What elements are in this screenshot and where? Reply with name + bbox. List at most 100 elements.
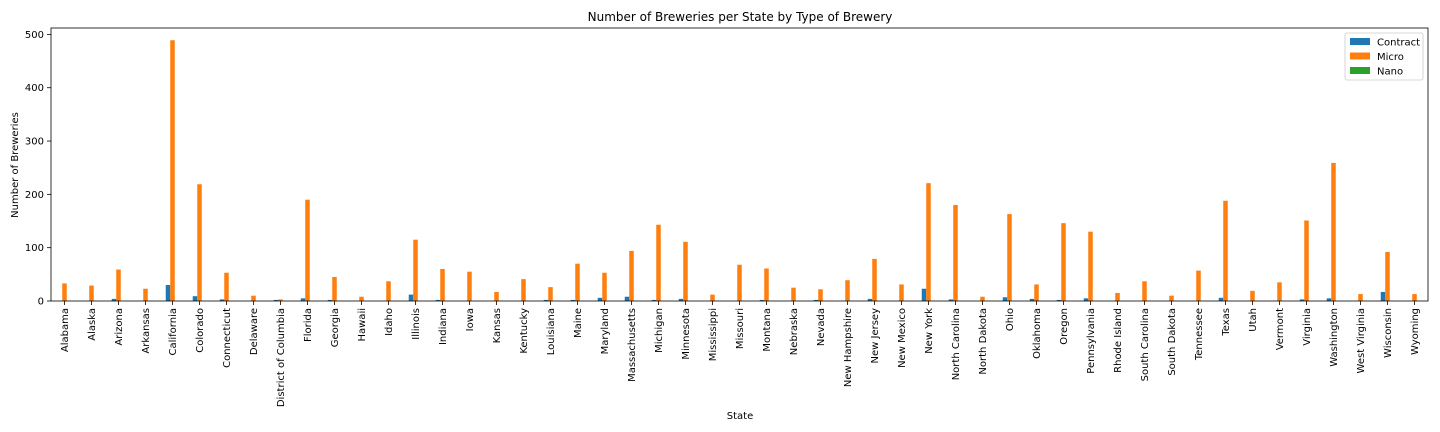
x-tick-label: Wyoming	[1410, 308, 1421, 355]
x-tick-label: New Hampshire	[843, 308, 854, 387]
bar-micro-alaska	[89, 285, 94, 301]
y-axis-label: Number of Breweries	[10, 112, 21, 218]
bar-micro-idaho	[386, 281, 391, 301]
bar-micro-illinois	[413, 239, 418, 301]
bar-micro-washington	[1331, 162, 1336, 301]
x-tick-label: Louisiana	[546, 308, 557, 355]
x-tick-label: Nevada	[816, 308, 827, 346]
bar-micro-new-hampshire	[845, 280, 850, 301]
x-tick-label: Washington	[1329, 308, 1340, 367]
legend-swatch-contract	[1350, 38, 1370, 45]
x-tick-label: Vermont	[1275, 308, 1286, 350]
x-tick-label: Oregon	[1059, 308, 1070, 345]
bar-micro-maryland	[602, 272, 607, 301]
x-tick-label: Florida	[303, 308, 314, 342]
bar-micro-missouri	[737, 264, 742, 301]
bar-micro-arizona	[116, 269, 121, 301]
x-tick-label: Indiana	[438, 308, 449, 345]
x-tick-label: New York	[924, 308, 935, 354]
bar-micro-montana	[764, 268, 769, 301]
x-tick-label: Alaska	[87, 308, 98, 341]
y-tick-label: 200	[25, 190, 44, 201]
x-tick-label: Delaware	[249, 308, 260, 355]
x-tick-label: West Virginia	[1356, 308, 1367, 373]
bar-contract-louisiana	[543, 299, 549, 301]
x-tick-label: South Carolina	[1140, 308, 1151, 381]
bar-micro-iowa	[467, 271, 472, 301]
bar-contract-minnesota	[678, 298, 684, 301]
bar-contract-montana	[759, 299, 765, 301]
legend-label-contract: Contract	[1377, 38, 1420, 49]
x-tick-label: Illinois	[411, 308, 422, 340]
x-tick-label: Massachusetts	[627, 308, 638, 382]
x-tick-label: North Carolina	[951, 308, 962, 380]
bar-micro-new-mexico	[899, 284, 904, 301]
x-tick-label: District of Columbia	[276, 308, 287, 407]
x-tick-label: Mississippi	[708, 308, 719, 361]
x-tick-label: Montana	[762, 308, 773, 352]
x-tick-label: Kentucky	[519, 308, 530, 354]
bar-micro-nevada	[818, 289, 823, 301]
x-tick-label: Wisconsin	[1383, 308, 1394, 358]
x-tick-label: Arizona	[114, 308, 125, 346]
x-tick-label: South Dakota	[1167, 308, 1178, 376]
bar-micro-oregon	[1061, 223, 1066, 301]
plot-frame	[50, 27, 1429, 302]
x-tick-label: Colorado	[195, 308, 206, 353]
y-tick-label: 500	[25, 30, 44, 41]
bar-micro-oklahoma	[1034, 284, 1039, 301]
bar-micro-hawaii	[359, 296, 364, 301]
bar-micro-rhode-island	[1115, 293, 1120, 301]
bar-contract-oklahoma	[1029, 298, 1035, 301]
x-tick-label: North Dakota	[978, 308, 989, 375]
bar-micro-south-carolina	[1142, 281, 1147, 301]
bar-micro-maine	[575, 263, 580, 301]
bar-micro-ohio	[1007, 214, 1012, 301]
bar-micro-indiana	[440, 269, 445, 301]
bar-micro-alabama	[62, 283, 67, 301]
x-tick-label: Missouri	[735, 308, 746, 349]
bar-micro-louisiana	[548, 287, 553, 301]
x-tick-label: Maryland	[600, 308, 611, 354]
x-tick-label: New Jersey	[870, 308, 881, 364]
bar-micro-florida	[305, 199, 310, 301]
bar-contract-michigan	[651, 299, 657, 301]
bar-micro-north-carolina	[953, 205, 958, 301]
bar-micro-georgia	[332, 277, 337, 301]
bar-contract-pennsylvania	[1083, 298, 1089, 301]
bar-contract-connecticut	[219, 299, 225, 301]
bar-contract-ohio	[1002, 297, 1008, 301]
bar-contract-florida	[300, 298, 306, 301]
x-tick-label: Arkansas	[141, 308, 152, 354]
bar-contract-virginia	[1299, 299, 1305, 301]
bar-micro-virginia	[1304, 220, 1309, 301]
bar-contract-wisconsin	[1380, 291, 1386, 301]
y-tick-label: 400	[25, 83, 44, 94]
legend: Contract Micro Nano	[1344, 32, 1424, 81]
bar-micro-california	[170, 40, 175, 301]
bar-micro-wyoming	[1412, 294, 1417, 301]
x-tick-label: Nebraska	[789, 308, 800, 355]
x-tick-label: Oklahoma	[1032, 308, 1043, 359]
legend-label-nano: Nano	[1377, 67, 1403, 78]
x-tick-label: Virginia	[1302, 308, 1313, 346]
bar-micro-kentucky	[521, 279, 526, 301]
bar-micro-tennessee	[1196, 270, 1201, 301]
bar-micro-delaware	[251, 295, 256, 301]
bar-micro-district-of-columbia	[278, 299, 283, 301]
x-tick-label: Alabama	[60, 308, 71, 352]
bar-micro-connecticut	[224, 272, 229, 301]
bar-contract-indiana	[435, 299, 441, 301]
bar-micro-texas	[1223, 200, 1228, 301]
bar-micro-massachusetts	[629, 250, 634, 301]
x-tick-label: Kansas	[492, 308, 503, 343]
x-tick-label: Maine	[573, 308, 584, 338]
bar-micro-kansas	[494, 291, 499, 301]
legend-swatch-nano	[1350, 67, 1370, 74]
bar-contract-illinois	[408, 294, 414, 301]
bar-contract-california	[165, 285, 171, 301]
bar-micro-north-dakota	[980, 296, 985, 301]
bar-micro-west-virginia	[1358, 294, 1363, 301]
x-tick-label: New Mexico	[897, 308, 908, 368]
